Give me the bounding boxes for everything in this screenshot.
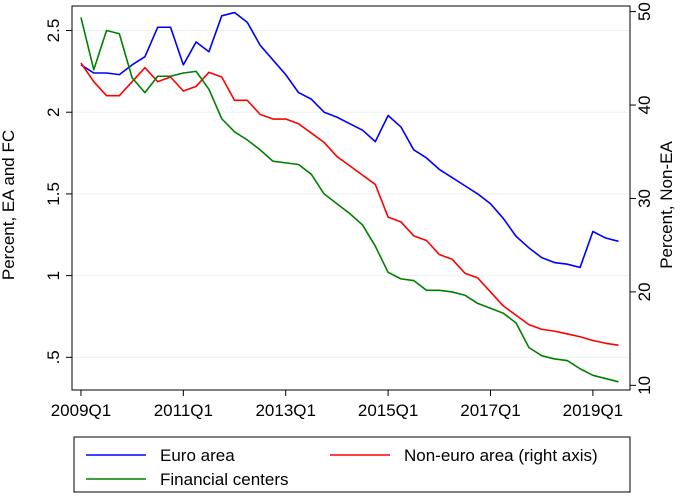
legend-label-financial-centers: Financial centers [160,470,289,489]
legend-label-non-euro-area: Non-euro area (right axis) [404,446,598,465]
left-y-axis: .5 1 1.5 2 2.5 [44,19,72,364]
x-tick-label: 2011Q1 [154,401,213,420]
series-layer [80,11,619,383]
x-tick-label: 2019Q1 [563,401,624,420]
left-y-axis-title: Percent, EA and FC [0,130,18,280]
left-tick-label: 1.5 [44,182,63,206]
right-tick-label: 50 [635,2,654,21]
gridlines [72,30,630,358]
x-tick-label: 2013Q1 [255,401,316,420]
x-axis: 2009Q1 2011Q1 2013Q1 2015Q1 2017Q1 2019Q1 [51,390,623,420]
series-line-non-euro-area-right-axis [80,62,619,346]
right-tick-label: 40 [635,96,654,115]
left-tick-label: 2.5 [44,19,63,43]
legend: Euro area Non-euro area (right axis) Fin… [73,436,631,493]
series-line-financial-centers [80,17,619,383]
legend-box [73,436,631,493]
right-tick-label: 20 [635,282,654,301]
left-tick-label: .5 [44,350,63,364]
left-tick-label: 1 [44,271,63,280]
plot-frame [71,5,631,391]
right-tick-label: 10 [635,376,654,395]
x-tick-label: 2017Q1 [460,401,521,420]
x-tick-label: 2015Q1 [358,401,419,420]
x-tick-label: 2009Q1 [51,401,112,420]
left-tick-label: 2 [44,107,63,116]
right-y-axis-title: Percent, Non-EA [657,141,676,269]
right-tick-label: 30 [635,189,654,208]
right-y-axis: 10 20 30 40 50 [630,2,654,395]
series-line-euro-area [80,11,619,269]
legend-label-euro-area: Euro area [160,446,235,465]
